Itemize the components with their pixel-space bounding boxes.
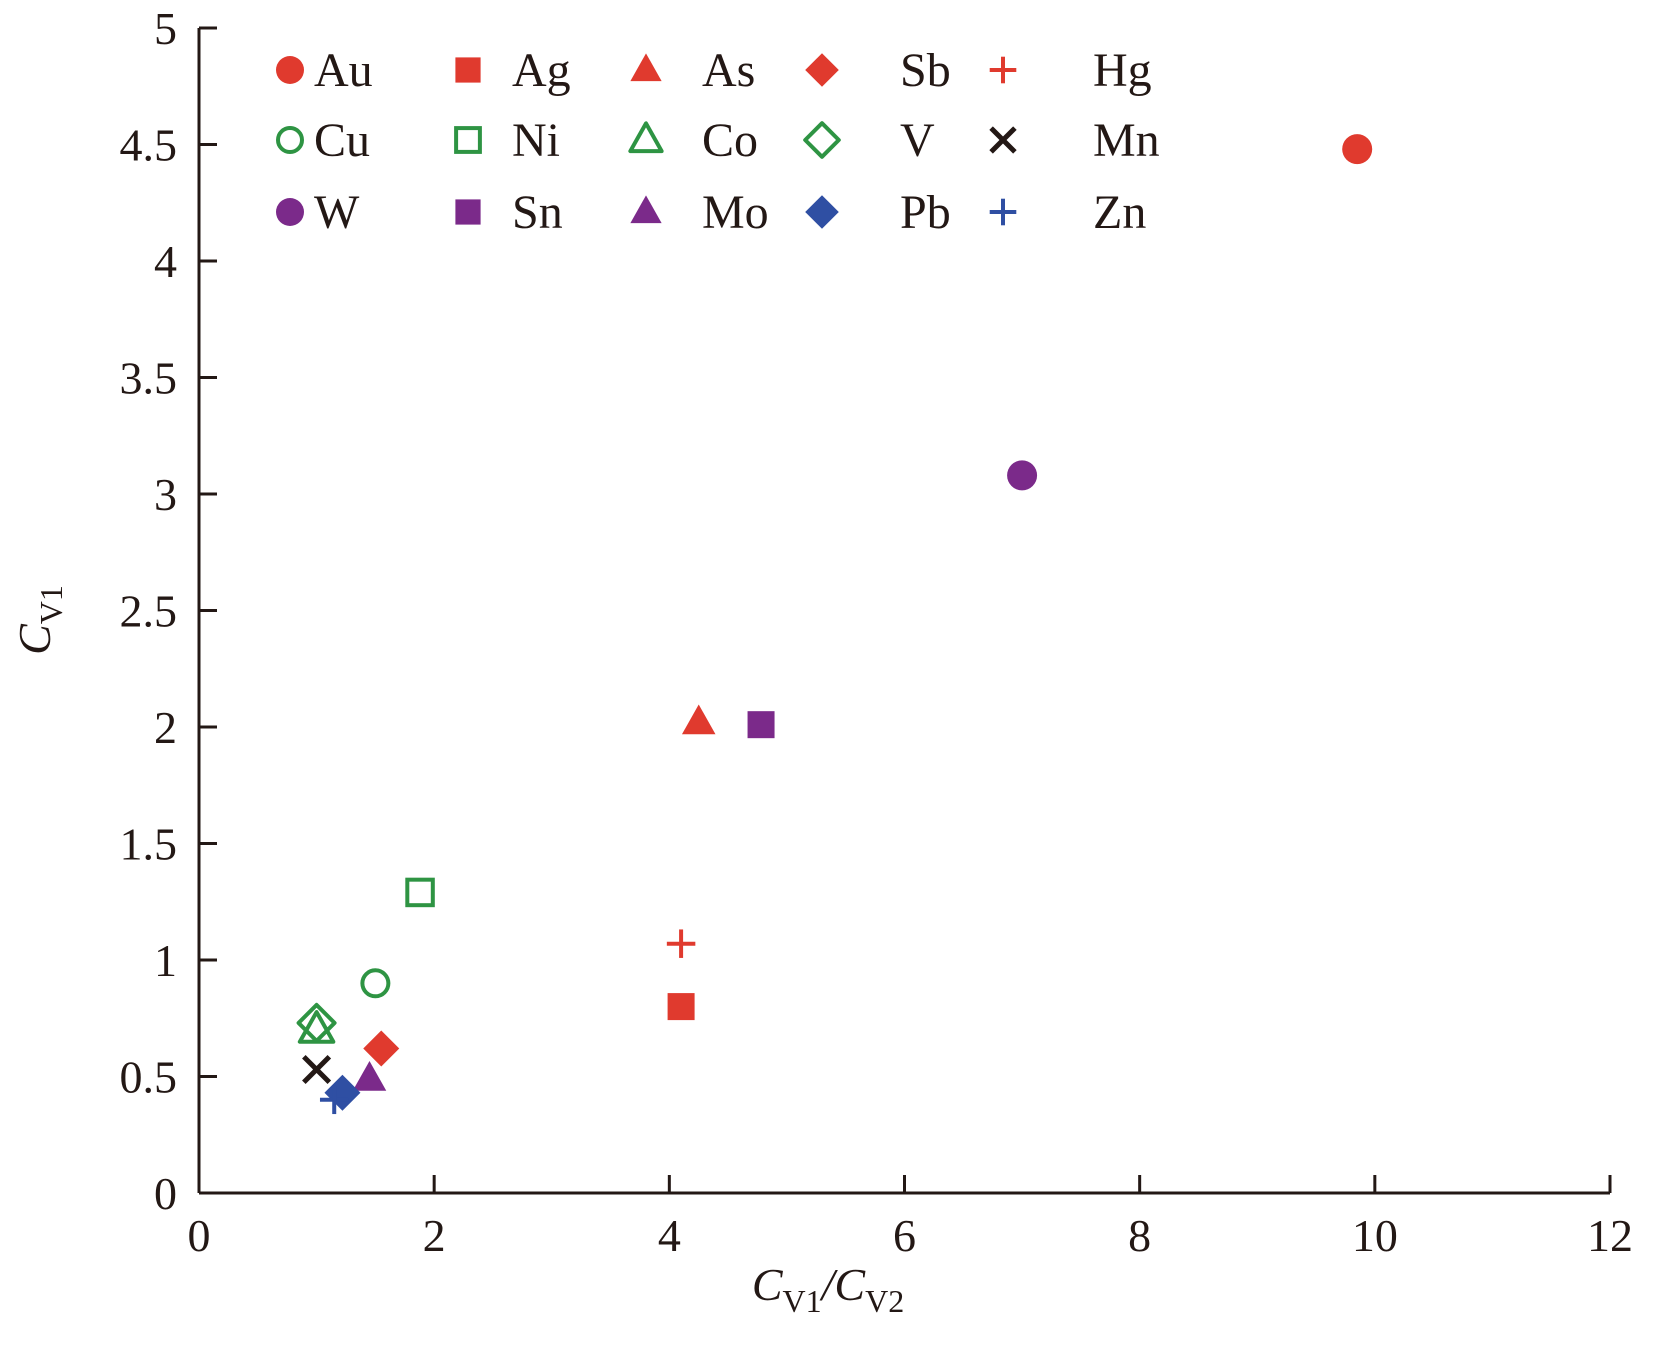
data-points (296, 134, 1373, 1115)
legend-marker-as (630, 53, 662, 82)
x-tick-label: 4 (658, 1210, 681, 1261)
y-tick-label: 4 (154, 236, 177, 287)
legend-marker-v (803, 121, 841, 159)
y-axis-ticks: 0 0.5 1 1.5 2 2.5 3 3.5 4 4.5 5 (120, 3, 217, 1219)
legend-label-sb: Sb (900, 44, 951, 97)
data-point-au (1342, 134, 1373, 165)
x-axis-ticks: 0 2 4 6 8 10 12 (188, 1175, 1633, 1261)
legend-label-sn: Sn (512, 186, 563, 239)
y-tick-label: 4.5 (120, 120, 178, 171)
legend-item-w: W (276, 186, 360, 239)
legend-item-v: V (803, 114, 935, 167)
legend-marker-w (276, 198, 304, 226)
legend: Au Ag As Sb Hg Cu Ni Co V Mn W Sn Mo Pb Zn (276, 44, 1160, 239)
legend-marker-sb (805, 53, 839, 87)
y-tick-label: 0.5 (120, 1052, 178, 1103)
data-point-w (1007, 460, 1038, 491)
data-point-hg (666, 929, 696, 958)
legend-marker-sn (455, 199, 481, 225)
legend-label-co: Co (702, 114, 758, 167)
legend-marker-hg (989, 56, 1017, 84)
legend-item-cu: Cu (276, 114, 370, 167)
data-point-as (681, 704, 716, 735)
data-point-zn (319, 1085, 349, 1115)
legend-marker-co (628, 121, 664, 154)
legend-label-pb: Pb (900, 186, 951, 239)
legend-label-as: As (702, 44, 755, 97)
data-point-mn (302, 1054, 332, 1085)
x-tick-label: 2 (423, 1210, 446, 1261)
y-tick-label: 3 (154, 469, 177, 520)
data-point-mo (352, 1061, 387, 1091)
x-axis-label: CV1/CV2 (752, 1259, 904, 1319)
data-point-sb (363, 1030, 400, 1067)
legend-item-ni: Ni (454, 114, 560, 167)
y-tick-label: 1 (154, 935, 177, 986)
x-axis-label-sub2: V2 (865, 1283, 904, 1319)
legend-marker-cu (276, 126, 304, 154)
x-axis-label-sub1: V1 (783, 1283, 822, 1319)
legend-item-pb: Pb (805, 186, 951, 239)
legend-marker-zn (989, 198, 1017, 226)
legend-label-zn: Zn (1093, 186, 1146, 239)
y-axis-label-c: C (9, 623, 60, 655)
x-axis-label-sep: /C (819, 1259, 867, 1310)
x-tick-label: 8 (1128, 1210, 1151, 1261)
x-tick-label: 10 (1352, 1210, 1398, 1261)
legend-item-sn: Sn (455, 186, 563, 239)
y-tick-label: 2 (154, 702, 177, 753)
legend-label-w: W (314, 186, 360, 239)
legend-item-mn: Mn (989, 114, 1160, 167)
y-tick-label: 3.5 (120, 353, 178, 404)
data-point-cu (360, 968, 391, 999)
y-axis-label: CV1 (9, 585, 69, 655)
y-tick-label: 2.5 (120, 586, 178, 637)
data-point-v (296, 1002, 337, 1043)
legend-marker-au (276, 56, 304, 84)
legend-item-au: Au (276, 44, 373, 97)
legend-label-au: Au (314, 44, 373, 97)
legend-item-as: As (630, 44, 755, 97)
x-tick-label: 12 (1587, 1210, 1633, 1261)
legend-label-mo: Mo (702, 186, 769, 239)
legend-marker-ni (454, 126, 482, 154)
data-point-ni (405, 877, 435, 908)
data-point-sn (747, 711, 775, 739)
legend-item-hg: Hg (989, 44, 1152, 97)
legend-item-zn: Zn (989, 186, 1146, 239)
legend-item-ag: Ag (455, 44, 571, 97)
x-tick-label: 0 (188, 1210, 211, 1261)
legend-item-mo: Mo (630, 186, 769, 239)
y-tick-label: 0 (154, 1168, 177, 1219)
data-point-ag (667, 993, 695, 1021)
legend-label-v: V (900, 114, 935, 167)
legend-marker-mn (989, 126, 1017, 154)
y-tick-label: 1.5 (120, 819, 178, 870)
legend-label-mn: Mn (1093, 114, 1160, 167)
legend-marker-mo (630, 195, 662, 224)
legend-item-sb: Sb (805, 44, 951, 97)
legend-label-hg: Hg (1093, 44, 1152, 97)
legend-marker-ag (455, 57, 481, 83)
x-tick-label: 6 (893, 1210, 916, 1261)
legend-marker-pb (805, 195, 839, 229)
y-tick-label: 5 (154, 3, 177, 54)
x-axis-label-c1: C (752, 1259, 784, 1310)
y-axis-label-sub: V1 (33, 585, 69, 624)
legend-label-ni: Ni (512, 114, 560, 167)
legend-item-co: Co (628, 114, 758, 167)
legend-label-ag: Ag (512, 44, 571, 97)
legend-label-cu: Cu (314, 114, 370, 167)
